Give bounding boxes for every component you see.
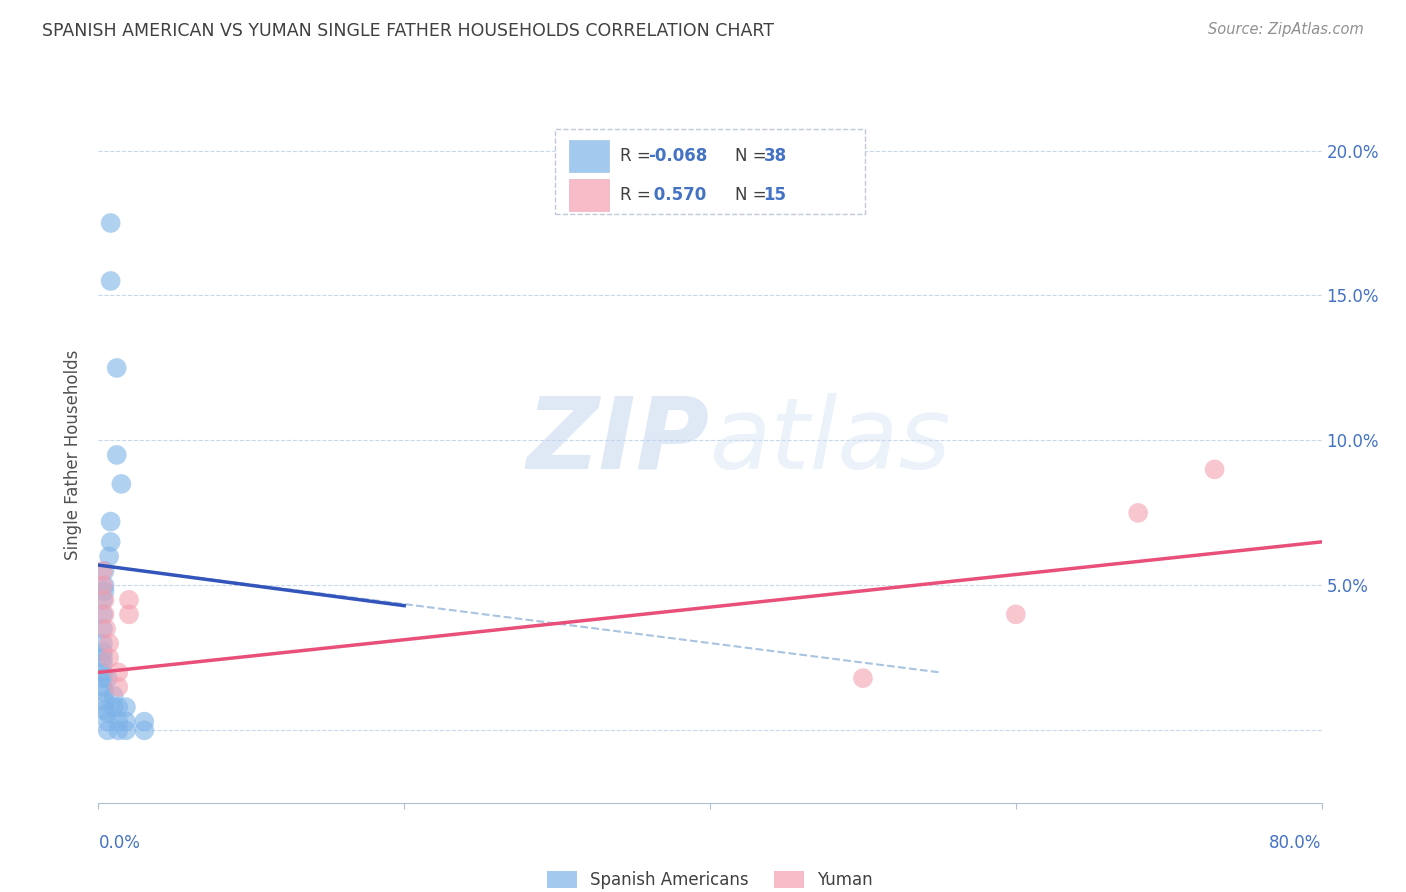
Text: 15: 15	[763, 186, 786, 204]
Point	[103, 689, 125, 703]
Point	[107, 723, 129, 738]
Point	[852, 671, 875, 685]
Text: R =: R =	[620, 147, 657, 165]
Point	[107, 714, 129, 729]
Point	[105, 448, 128, 462]
Text: R =: R =	[620, 186, 657, 204]
Text: atlas: atlas	[710, 392, 952, 490]
Text: 0.570: 0.570	[648, 186, 706, 204]
Point	[100, 216, 122, 230]
Text: 80.0%: 80.0%	[1270, 834, 1322, 852]
Point	[100, 534, 122, 549]
Text: 38: 38	[763, 147, 786, 165]
Point	[118, 607, 141, 622]
Point	[97, 714, 120, 729]
Point	[91, 657, 114, 671]
Point	[91, 607, 114, 622]
Point	[97, 671, 120, 685]
Point	[98, 636, 121, 650]
Point	[91, 645, 114, 659]
Text: N =: N =	[735, 186, 772, 204]
Point	[115, 723, 138, 738]
Point	[93, 694, 115, 708]
Point	[93, 685, 115, 699]
Point	[91, 651, 114, 665]
Point	[118, 592, 141, 607]
Point	[115, 714, 138, 729]
Text: SPANISH AMERICAN VS YUMAN SINGLE FATHER HOUSEHOLDS CORRELATION CHART: SPANISH AMERICAN VS YUMAN SINGLE FATHER …	[42, 22, 775, 40]
Point	[93, 703, 115, 717]
Text: N =: N =	[735, 147, 772, 165]
Point	[91, 564, 114, 578]
Point	[103, 700, 125, 714]
Point	[93, 592, 115, 607]
Point	[91, 592, 114, 607]
Text: 0.0%: 0.0%	[98, 834, 141, 852]
Point	[115, 700, 138, 714]
Point	[100, 515, 122, 529]
Point	[134, 723, 156, 738]
Text: ZIP: ZIP	[527, 392, 710, 490]
Point	[91, 622, 114, 636]
Point	[93, 578, 115, 592]
Point	[100, 274, 122, 288]
Point	[97, 723, 120, 738]
Point	[91, 578, 114, 592]
Y-axis label: Single Father Households: Single Father Households	[65, 350, 83, 560]
Point	[1004, 607, 1026, 622]
Point	[94, 622, 117, 636]
Point	[1128, 506, 1150, 520]
Point	[110, 476, 132, 491]
Point	[91, 665, 114, 680]
Text: -0.068: -0.068	[648, 147, 707, 165]
Point	[105, 361, 128, 376]
Point	[93, 607, 115, 622]
Point	[93, 584, 115, 599]
Legend: Spanish Americans, Yuman: Spanish Americans, Yuman	[540, 863, 880, 892]
Point	[93, 564, 115, 578]
Point	[98, 651, 121, 665]
Point	[98, 549, 121, 564]
Point	[91, 680, 114, 694]
Point	[91, 636, 114, 650]
Point	[97, 706, 120, 720]
Point	[1204, 462, 1226, 476]
Text: Source: ZipAtlas.com: Source: ZipAtlas.com	[1208, 22, 1364, 37]
Point	[134, 714, 156, 729]
Point	[107, 700, 129, 714]
Point	[91, 671, 114, 685]
Point	[107, 680, 129, 694]
Point	[107, 665, 129, 680]
